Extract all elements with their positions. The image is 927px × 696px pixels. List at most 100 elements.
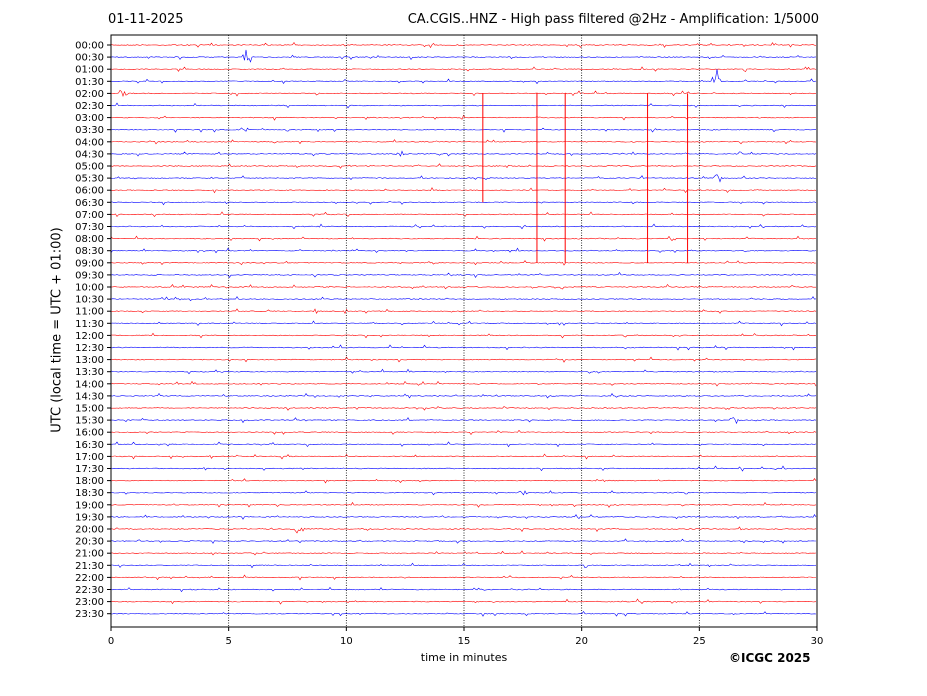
y-tick-label-1530: 15:30 <box>75 416 104 427</box>
trace-0330 <box>110 127 817 133</box>
y-tick-label-0030: 00:30 <box>75 53 104 64</box>
trace-0430 <box>110 150 817 157</box>
trace-0230 <box>110 102 817 109</box>
y-tick-label-0400: 04:00 <box>75 137 104 148</box>
trace-0300 <box>110 114 817 121</box>
trace-2300 <box>110 598 817 605</box>
trace-2030 <box>111 538 816 544</box>
trace-1030 <box>110 296 817 302</box>
y-tick-label-1800: 18:00 <box>75 476 104 487</box>
y-tick-label-1330: 13:30 <box>75 367 104 378</box>
trace-1130 <box>110 320 817 327</box>
y-tick-label-1130: 11:30 <box>75 319 104 330</box>
y-tick-label-1500: 15:00 <box>75 404 104 415</box>
trace-0900 <box>110 260 817 266</box>
y-tick-label-1600: 16:00 <box>75 428 104 439</box>
trace-0100 <box>110 66 817 73</box>
trace-0830 <box>110 247 817 254</box>
y-tick-label-0230: 02:30 <box>75 101 104 112</box>
trace-1100 <box>110 308 817 314</box>
trace-2230 <box>110 586 817 593</box>
y-tick-label-0700: 07:00 <box>75 210 104 221</box>
trace-0700 <box>111 211 817 218</box>
trace-0130 <box>111 69 817 85</box>
y-tick-label-0100: 01:00 <box>75 65 104 76</box>
y-tick-label-0600: 06:00 <box>75 186 104 197</box>
trace-1530 <box>110 417 817 425</box>
trace-1500 <box>110 406 817 411</box>
trace-0500 <box>110 163 817 169</box>
trace-1800 <box>110 477 817 484</box>
y-tick-label-0330: 03:30 <box>75 125 104 136</box>
y-tick-label-1100: 11:00 <box>75 307 104 318</box>
trace-layer <box>110 41 817 617</box>
trace-1630 <box>110 441 817 448</box>
trace-1430 <box>110 392 817 399</box>
y-tick-label-0000: 00:00 <box>75 41 104 52</box>
trace-1330 <box>110 368 817 375</box>
y-tick-label-0730: 07:30 <box>75 222 104 233</box>
x-tick-label-30: 30 <box>811 636 824 647</box>
y-tick-label-1200: 12:00 <box>75 331 104 342</box>
trace-0930 <box>110 271 817 278</box>
trace-2000 <box>110 526 817 534</box>
trace-2330 <box>110 610 817 617</box>
trace-0030 <box>110 49 817 63</box>
trace-0730 <box>110 223 817 230</box>
trace-1900 <box>110 501 817 508</box>
trace-0200 <box>110 89 816 98</box>
x-tick-label-20: 20 <box>575 636 588 647</box>
trace-0530 <box>110 174 817 183</box>
x-axis: 0 5 10 15 20 25 30 <box>108 627 824 647</box>
y-axis-label: UTC (local time = UTC + 01:00) <box>49 227 65 433</box>
trace-2130 <box>111 562 817 569</box>
trace-1300 <box>110 356 817 363</box>
grid-layer <box>228 35 700 627</box>
y-tick-label-0430: 04:30 <box>75 149 104 160</box>
y-tick-label-1400: 14:00 <box>75 379 104 390</box>
trace-1830 <box>110 490 817 496</box>
y-tick-label-1030: 10:30 <box>75 295 104 306</box>
trace-1200 <box>110 332 817 339</box>
y-tick-label-2300: 23:00 <box>75 597 104 608</box>
trace-1730 <box>110 465 817 472</box>
trace-1400 <box>110 380 817 387</box>
trace-1000 <box>110 283 816 290</box>
trace-1700 <box>111 453 817 460</box>
x-tick-label-10: 10 <box>340 636 353 647</box>
y-tick-label-0630: 06:30 <box>75 198 104 209</box>
trace-1930 <box>111 514 817 520</box>
y-tick-label-0130: 01:30 <box>75 77 104 88</box>
y-tick-label-0900: 09:00 <box>75 258 104 269</box>
y-tick-label-0930: 09:30 <box>75 270 104 281</box>
y-tick-label-1630: 16:30 <box>75 440 104 451</box>
x-tick-label-15: 15 <box>458 636 471 647</box>
chart-title: CA.CGIS..HNZ - High pass filtered @2Hz -… <box>407 12 819 27</box>
x-tick-label-0: 0 <box>108 636 114 647</box>
y-tick-label-2000: 20:00 <box>75 525 104 536</box>
date-label: 01-11-2025 <box>108 12 184 27</box>
y-tick-label-1730: 17:30 <box>75 464 104 475</box>
trace-0000 <box>110 41 817 49</box>
y-tick-label-2330: 23:30 <box>75 609 104 620</box>
y-tick-label-2200: 22:00 <box>75 573 104 584</box>
y-tick-label-0300: 03:00 <box>75 113 104 124</box>
y-tick-label-0530: 05:30 <box>75 174 104 185</box>
y-tick-label-0200: 02:00 <box>75 89 104 100</box>
copyright-label: ©ICGC 2025 <box>729 651 811 665</box>
y-tick-label-1700: 17:00 <box>75 452 104 463</box>
x-tick-label-5: 5 <box>225 636 231 647</box>
y-tick-label-1230: 12:30 <box>75 343 104 354</box>
trace-1600 <box>110 429 817 436</box>
trace-0400 <box>110 139 817 145</box>
trace-1230 <box>111 344 817 351</box>
trace-0630 <box>110 201 817 206</box>
y-axis: 00:0000:3001:0001:3002:0002:3003:0003:30… <box>75 41 111 620</box>
trace-0800 <box>110 235 817 242</box>
x-tick-label-25: 25 <box>693 636 706 647</box>
y-tick-label-2100: 21:00 <box>75 549 104 560</box>
trace-2200 <box>110 574 816 581</box>
trace-0600 <box>110 187 817 194</box>
y-tick-label-0500: 05:00 <box>75 162 104 173</box>
